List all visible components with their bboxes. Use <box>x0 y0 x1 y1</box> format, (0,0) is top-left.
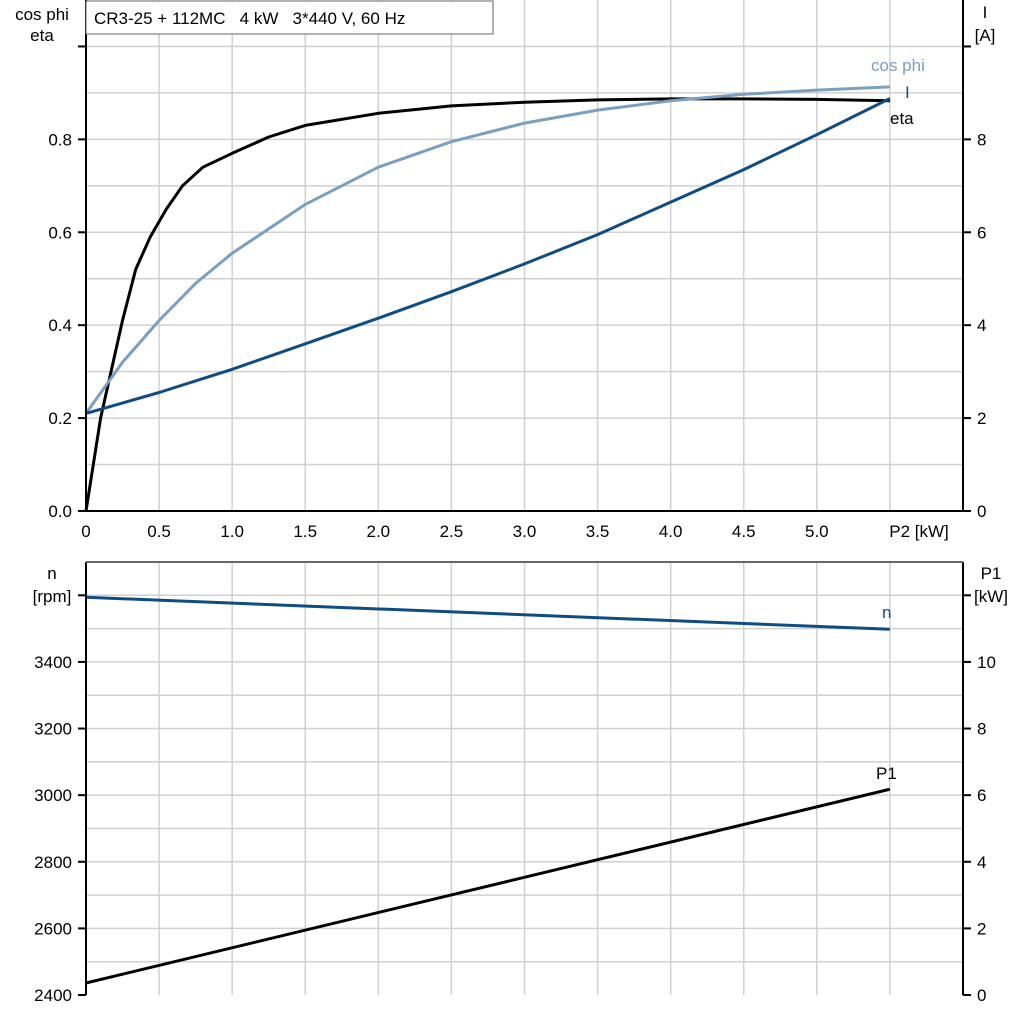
x-tick-label: 4.5 <box>732 522 756 541</box>
series-line-P1 <box>85 787 891 985</box>
series-label-n: n <box>882 603 891 622</box>
x-tick-label: 3.0 <box>513 522 537 541</box>
y-right-tick-label: 0 <box>977 502 986 521</box>
x-tick-label: 1.5 <box>293 522 317 541</box>
y-left-tick-label: 3200 <box>34 720 72 739</box>
y-left-tick-label: 3400 <box>34 653 72 672</box>
series-label-P1: P1 <box>876 764 897 783</box>
y-left-tick-label: 0.8 <box>48 130 72 149</box>
y-right-label-1: I <box>983 3 988 22</box>
title-box <box>85 0 494 35</box>
y-right-tick-label: 8 <box>977 130 986 149</box>
y2-right-label-1: P1 <box>981 564 1002 583</box>
y-left-label-1: cos phi <box>15 5 69 24</box>
x-tick-label: 4.0 <box>659 522 683 541</box>
x-tick-label: 0.5 <box>147 522 171 541</box>
y-left-tick-label: 3000 <box>34 786 72 805</box>
x-tick-label: 0 <box>81 522 90 541</box>
series-line-eta <box>84 97 890 512</box>
y-left-tick-label: 0.4 <box>48 316 72 335</box>
y-left-tick-label: 0.2 <box>48 409 72 428</box>
y-right-tick-label: 6 <box>977 223 986 242</box>
y-right-tick-label: 2 <box>977 919 986 938</box>
x-tick-label: 1.0 <box>220 522 244 541</box>
y-left-tick-label: 2400 <box>34 986 72 1005</box>
y2-left-label-1: n <box>47 564 56 583</box>
y-right-tick-label: 4 <box>977 853 986 872</box>
series-label-I: I <box>905 83 910 102</box>
y2-left-label-2: [rpm] <box>33 587 72 606</box>
top-grid <box>86 0 963 511</box>
x-tick-label: 2.5 <box>440 522 464 541</box>
y-left-tick-label: 2800 <box>34 853 72 872</box>
y-right-tick-label: 6 <box>977 786 986 805</box>
x-tick-label: 5.0 <box>805 522 829 541</box>
y-left-tick-label: 2600 <box>34 919 72 938</box>
chart-title: CR3-25 + 112MC 4 kW 3*440 V, 60 Hz <box>94 9 405 28</box>
y-right-label-2: [A] <box>975 26 996 45</box>
series-line-I <box>85 97 891 415</box>
bottom-grid <box>86 562 963 995</box>
y-right-tick-label: 0 <box>977 986 986 1005</box>
x-tick-label: 2.0 <box>367 522 391 541</box>
y-right-tick-label: 10 <box>977 653 996 672</box>
series-line-n <box>85 595 890 631</box>
y-right-tick-label: 8 <box>977 720 986 739</box>
y-left-tick-label: 0.6 <box>48 223 72 242</box>
series-label-cos-phi: cos phi <box>871 56 925 75</box>
x-axis-label: P2 [kW] <box>889 522 949 541</box>
y-left-tick-label: 0.0 <box>48 502 72 521</box>
series-line-cos-phi <box>84 85 890 415</box>
y2-right-label-2: [kW] <box>974 587 1008 606</box>
y-right-tick-label: 2 <box>977 409 986 428</box>
series-label-eta: eta <box>890 109 914 128</box>
x-tick-label: 3.5 <box>586 522 610 541</box>
y-left-label-2: eta <box>30 26 54 45</box>
y-right-tick-label: 4 <box>977 316 986 335</box>
